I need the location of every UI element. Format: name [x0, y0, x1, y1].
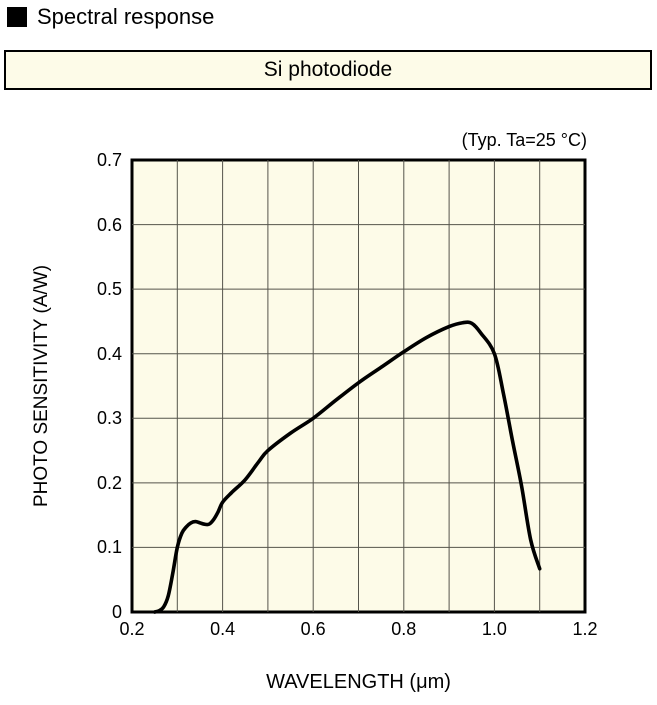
- x-tick-label: 0.4: [210, 619, 236, 639]
- x-tick-label: 1.0: [481, 619, 507, 639]
- y-tick-label: 0.5: [96, 279, 122, 300]
- response-curve: [152, 320, 542, 614]
- spectral-response-plot: [130, 158, 587, 614]
- y-tick-label: 0.6: [96, 214, 122, 235]
- x-axis-title: WAVELENGTH (μm): [266, 671, 451, 693]
- grid-lines: [132, 160, 585, 612]
- y-tick-label: 0: [111, 602, 122, 622]
- y-tick-label: 0.3: [96, 408, 122, 429]
- x-tick-label: 0.8: [391, 619, 417, 639]
- part-name-box: Si photodiode: [4, 50, 652, 90]
- y-axis-title: PHOTO SENSITIVITY (A/W): [31, 264, 52, 508]
- condition-note: (Typ. Ta=25 °C): [461, 130, 587, 150]
- section-title-label: Spectral response: [37, 4, 215, 29]
- y-tick-label: 0.7: [96, 150, 122, 170]
- y-tick-label: 0.1: [96, 537, 122, 558]
- section-header: Spectral response: [7, 4, 214, 30]
- x-tick-label: 0.2: [119, 619, 145, 639]
- x-tick-label: 0.6: [300, 619, 326, 639]
- x-tick-label: 1.2: [572, 619, 598, 639]
- y-tick-label: 0.4: [96, 343, 122, 364]
- part-name-label: Si photodiode: [263, 58, 393, 81]
- section-bullet-icon: [7, 7, 27, 27]
- y-tick-label: 0.2: [96, 472, 122, 493]
